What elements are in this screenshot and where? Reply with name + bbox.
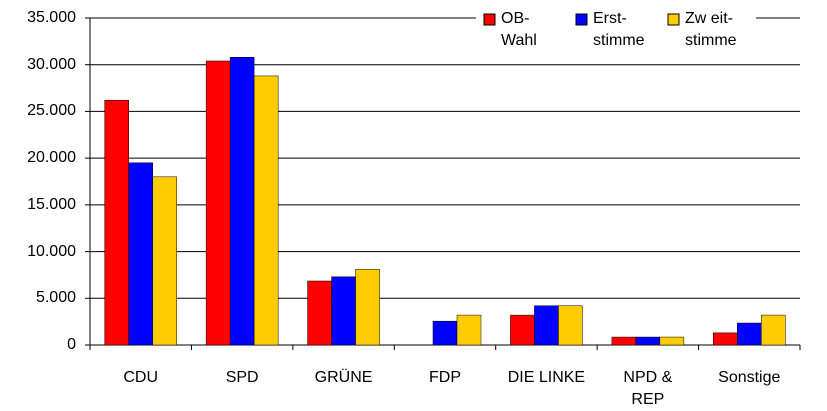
y-tick-label: 20.000 bbox=[27, 149, 76, 167]
legend-label: OB- Wahl bbox=[501, 10, 537, 49]
legend-label: Erst- stimme bbox=[593, 10, 645, 49]
y-tick-label: 30.000 bbox=[27, 55, 76, 73]
legend-swatch bbox=[575, 13, 588, 26]
legend-label: Zw eit- stimme bbox=[685, 10, 737, 49]
x-tick-label: GRÜNE bbox=[314, 369, 373, 386]
legend-box bbox=[476, 5, 756, 63]
y-tick-label: 0 bbox=[67, 336, 76, 353]
bar bbox=[152, 176, 177, 346]
legend-swatch bbox=[483, 13, 496, 26]
y-tick-label: 15.000 bbox=[27, 195, 76, 213]
y-tick-label: 35.000 bbox=[27, 9, 76, 26]
x-tick-label: DIE LINKE bbox=[507, 369, 586, 386]
bar bbox=[713, 332, 738, 346]
bar bbox=[761, 314, 786, 346]
bar bbox=[659, 336, 685, 346]
legend-swatch bbox=[667, 13, 680, 26]
x-tick-label: FDP bbox=[429, 369, 461, 386]
bar bbox=[510, 314, 535, 346]
bar bbox=[128, 162, 153, 346]
bar bbox=[558, 305, 583, 346]
bar bbox=[104, 99, 129, 346]
bar bbox=[737, 322, 762, 346]
bar bbox=[534, 305, 559, 346]
bar bbox=[253, 75, 279, 346]
bar bbox=[611, 336, 637, 346]
bar bbox=[635, 336, 661, 346]
x-tick-label: SPD bbox=[225, 369, 259, 386]
bar bbox=[355, 269, 380, 346]
x-tick-label: Sonstige bbox=[718, 369, 781, 386]
bar bbox=[456, 314, 482, 346]
bar bbox=[205, 60, 231, 346]
bar bbox=[307, 280, 332, 346]
y-tick-label: 10.000 bbox=[27, 242, 76, 260]
y-tick-label: 25.000 bbox=[27, 102, 76, 120]
x-tick-label: CDU bbox=[123, 369, 159, 386]
bar bbox=[432, 320, 458, 346]
x-tick-label: NPD & REP bbox=[623, 369, 673, 408]
y-tick-label: 5.000 bbox=[35, 289, 76, 307]
bar bbox=[331, 276, 356, 346]
bar bbox=[229, 56, 255, 346]
